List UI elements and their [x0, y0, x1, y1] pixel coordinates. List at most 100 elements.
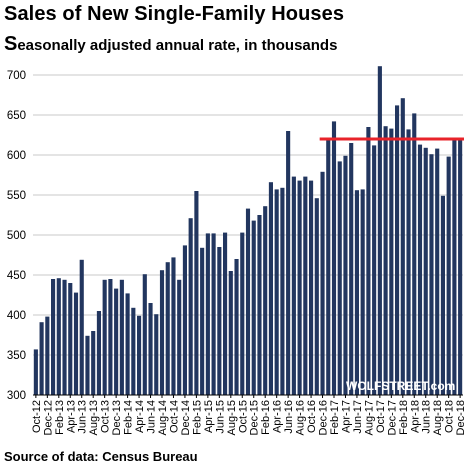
y-tick-label: 550 [7, 190, 26, 202]
x-tick-label: Oct-17 [375, 400, 387, 433]
x-axis-ticks: Oct-12 Dec-12 Feb-13 Apr-13 Jun-13 Aug-13 Oct-… [31, 395, 467, 435]
bar [228, 271, 233, 395]
x-tick-label: Apr-15 [203, 400, 215, 433]
x-tick-label: Aug-17 [363, 400, 375, 435]
subtitle-initial: S [4, 33, 18, 55]
x-tick-label: Feb-17 [329, 400, 341, 435]
bar [268, 182, 273, 395]
bar [280, 187, 285, 395]
x-tick-label: Feb-15 [191, 400, 203, 435]
bar [73, 292, 79, 395]
y-tick-label: 450 [7, 270, 26, 282]
x-tick-label: Jun-16 [283, 400, 295, 434]
y-tick-label: 350 [7, 350, 26, 362]
bar [343, 155, 348, 395]
bar [417, 144, 423, 395]
bar [154, 314, 159, 395]
chart-title: Sales of New Single-Family Houses [4, 3, 345, 25]
bar [142, 274, 147, 395]
x-tick-label: Oct-15 [237, 400, 249, 433]
x-tick-label: Jun-13 [77, 400, 89, 434]
bar [389, 128, 394, 395]
bar [274, 189, 279, 395]
bar [377, 66, 382, 395]
bar [320, 171, 325, 395]
x-tick-label: Oct-14 [168, 400, 180, 433]
bar [33, 349, 38, 395]
bar [91, 331, 96, 395]
subtitle-rest: easonally adjusted annual rate, in thous… [17, 37, 338, 54]
bar [234, 259, 239, 395]
bar [182, 245, 187, 395]
bar [119, 279, 124, 395]
bar [79, 259, 84, 395]
x-tick-label: Aug-16 [295, 400, 307, 435]
bar [51, 279, 56, 395]
bar [223, 232, 228, 395]
x-tick-label: Oct-16 [306, 400, 318, 433]
bar [68, 283, 73, 395]
bar [326, 139, 331, 395]
bar [240, 232, 245, 395]
x-tick-label: Feb-18 [398, 400, 410, 435]
bar [114, 288, 119, 395]
x-tick-label: Feb-13 [54, 400, 66, 435]
bar [108, 279, 113, 395]
bar [372, 145, 377, 395]
bar [188, 218, 193, 395]
bar [366, 127, 371, 395]
bar [337, 161, 342, 395]
bar [383, 126, 388, 395]
y-tick-label: 600 [7, 150, 26, 162]
x-tick-label: Dec-15 [249, 400, 261, 435]
bar [62, 279, 67, 395]
x-tick-label: Feb-16 [260, 400, 272, 435]
bar [395, 105, 400, 396]
bar [452, 139, 457, 395]
x-tick-label: Dec-13 [111, 400, 123, 435]
bar [125, 293, 130, 395]
bar [217, 247, 222, 395]
bar [165, 262, 170, 395]
x-tick-label: Dec-12 [42, 400, 54, 435]
bar [412, 113, 417, 396]
bar [354, 190, 359, 395]
y-tick-label: 700 [7, 70, 26, 82]
bar [159, 270, 165, 395]
y-tick-label: 400 [7, 310, 26, 322]
x-tick-label: Dec-18 [455, 400, 467, 435]
bar [286, 131, 291, 395]
y-tick-label: 300 [7, 390, 26, 402]
bar [177, 279, 182, 395]
bar [331, 121, 337, 396]
bar [440, 195, 445, 395]
bar [245, 208, 251, 395]
bar [406, 129, 411, 395]
x-tick-label: Oct-18 [444, 400, 456, 433]
x-tick-label: Jun-17 [352, 400, 364, 434]
x-tick-label: Dec-17 [386, 400, 398, 435]
bar [429, 154, 434, 395]
bar [56, 278, 61, 395]
x-tick-label: Apr-13 [65, 400, 77, 433]
bar [263, 206, 268, 395]
bar [297, 180, 302, 395]
x-tick-label: Oct-12 [31, 400, 43, 433]
x-tick-label: Aug-13 [88, 400, 100, 435]
y-tick-label: 500 [7, 230, 26, 242]
x-tick-label: Dec-16 [318, 400, 330, 435]
bar [314, 198, 319, 395]
x-tick-label: Dec-14 [180, 400, 192, 435]
bar [251, 220, 256, 395]
x-tick-label: Aug-14 [157, 400, 169, 435]
bar [360, 189, 365, 395]
brand-watermark: WOLFSTREET.com [346, 379, 456, 393]
bar [171, 257, 176, 395]
bar [291, 176, 296, 395]
bar [96, 311, 101, 395]
y-tick-label: 650 [7, 110, 26, 122]
bar [303, 176, 308, 395]
bar [194, 191, 199, 395]
x-tick-label: Apr-17 [340, 400, 352, 433]
